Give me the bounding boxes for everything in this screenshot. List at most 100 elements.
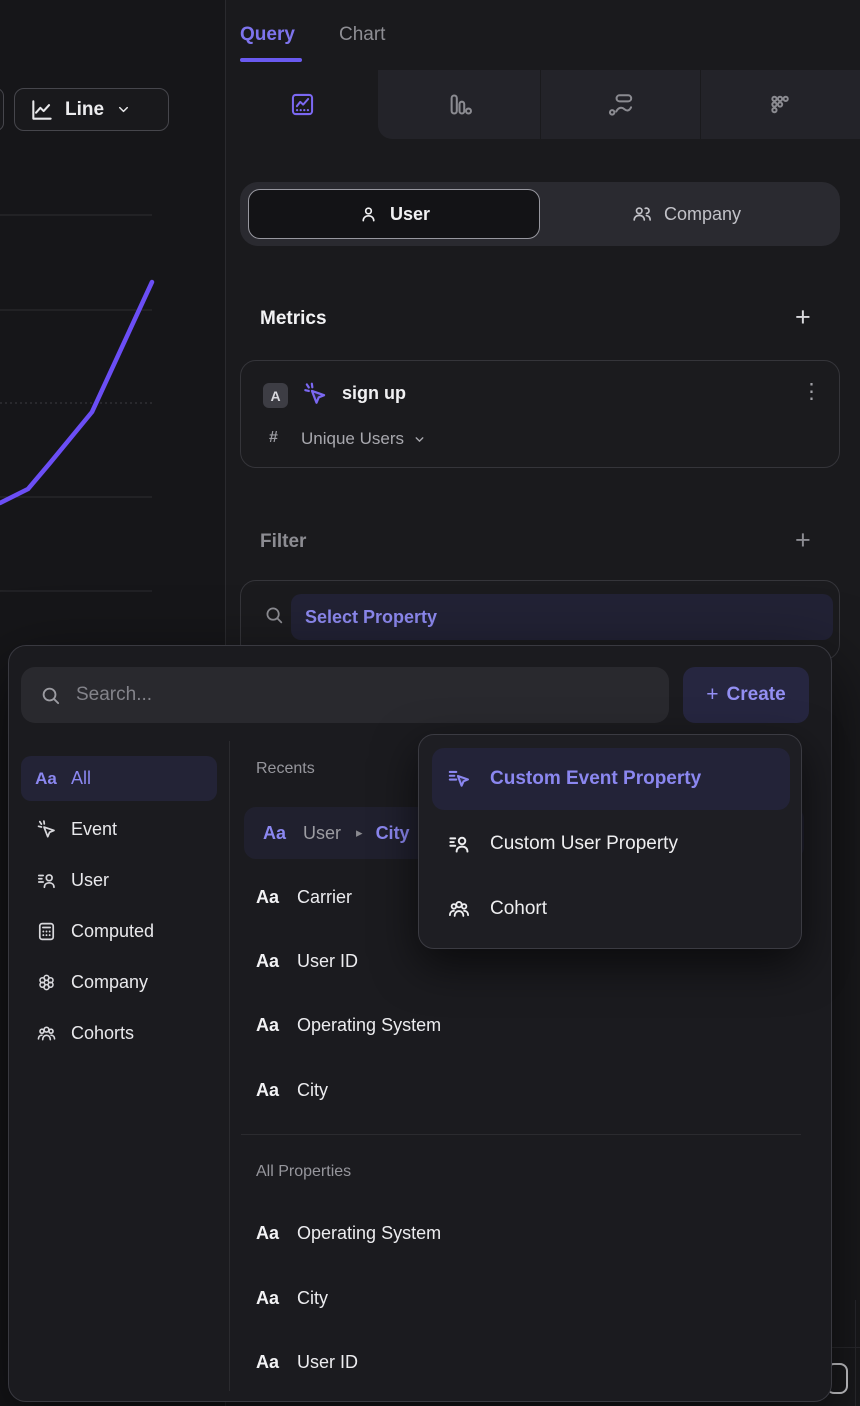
- metric-card[interactable]: A sign up ⋮ # Unique Users: [240, 360, 840, 468]
- chart-type-dropdown[interactable]: Line: [14, 88, 169, 131]
- view-tab-flows[interactable]: [590, 70, 650, 139]
- user-property-icon: [33, 869, 59, 892]
- hash-icon: #: [269, 429, 278, 446]
- property-label: Carrier: [297, 886, 353, 907]
- recent-name: City: [375, 822, 410, 843]
- select-property-label: Select Property: [305, 606, 438, 627]
- select-property-chip[interactable]: Select Property: [291, 594, 833, 640]
- property-item[interactable]: Aa User ID: [256, 1342, 358, 1382]
- aa-icon: Aa: [256, 950, 280, 971]
- property-label: City: [297, 1079, 329, 1100]
- aa-icon: Aa: [256, 1079, 280, 1100]
- tab-chart[interactable]: Chart: [339, 24, 386, 45]
- chevron-down-icon: [116, 102, 131, 117]
- recent-item[interactable]: Aa Operating System: [256, 1005, 441, 1045]
- category-event[interactable]: Event: [21, 807, 217, 852]
- category-cohorts[interactable]: Cohorts: [21, 1011, 217, 1056]
- metric-aggregation[interactable]: Unique Users: [301, 429, 426, 449]
- aa-icon: Aa: [263, 822, 287, 843]
- category-label: Company: [71, 972, 149, 992]
- picker-search-input[interactable]: [76, 684, 651, 706]
- property-label: User ID: [297, 1351, 359, 1372]
- recent-parent: User: [303, 822, 342, 843]
- custom-event-property-icon: [446, 766, 472, 792]
- view-tab-retention[interactable]: [749, 70, 809, 139]
- property-picker-popover: + Create Aa All Event User: [8, 645, 832, 1402]
- aggregation-label: Unique Users: [301, 429, 404, 448]
- entity-toggle: User Company: [240, 182, 840, 246]
- funnels-bars-icon: [446, 91, 473, 118]
- entity-company-label: Company: [663, 203, 742, 224]
- offscreen-button-fragment[interactable]: [0, 88, 4, 131]
- aa-icon: Aa: [256, 1287, 280, 1308]
- view-tab-separator: [540, 70, 541, 139]
- metric-event-name[interactable]: sign up: [342, 383, 406, 403]
- recent-item[interactable]: Aa User ID: [256, 941, 358, 981]
- metric-menu-button[interactable]: ⋮: [801, 380, 822, 403]
- custom-user-property-icon: [446, 831, 472, 857]
- recent-item[interactable]: Aa City: [256, 1070, 328, 1110]
- picker-search[interactable]: [21, 667, 669, 723]
- cohort-people-icon: [446, 896, 472, 922]
- underlying-divider: [832, 1347, 860, 1348]
- entity-toggle-user[interactable]: User: [248, 189, 540, 239]
- menu-item-custom-event-property[interactable]: Custom Event Property: [432, 748, 790, 810]
- property-item[interactable]: Aa Operating System: [256, 1213, 441, 1253]
- category-computed[interactable]: Computed: [21, 909, 217, 954]
- add-filter-button[interactable]: +: [795, 525, 811, 555]
- event-cursor-icon: [33, 818, 59, 841]
- aa-icon: Aa: [256, 1351, 280, 1372]
- add-metric-button[interactable]: +: [795, 302, 811, 332]
- chart-type-label: Line: [65, 98, 105, 120]
- search-icon: [39, 684, 62, 707]
- event-cursor-icon: [301, 380, 329, 408]
- company-cluster-icon: [33, 971, 59, 994]
- metrics-heading: Metrics: [260, 308, 327, 329]
- aa-icon: Aa: [256, 1014, 280, 1035]
- breadcrumb-arrow-icon: ▸: [356, 825, 363, 840]
- plus-icon: +: [706, 683, 719, 706]
- metric-letter-badge: A: [263, 383, 288, 408]
- list-section-divider: [241, 1134, 801, 1135]
- aa-icon: Aa: [35, 768, 57, 788]
- view-tab-insights[interactable]: [272, 70, 332, 139]
- category-all[interactable]: Aa All: [21, 756, 217, 801]
- aa-icon: Aa: [256, 886, 280, 907]
- menu-item-label: Custom User Property: [490, 833, 678, 854]
- category-label: Computed: [71, 921, 155, 941]
- tab-query[interactable]: Query: [240, 24, 295, 45]
- computed-calculator-icon: [33, 920, 59, 943]
- entity-toggle-company[interactable]: Company: [540, 189, 832, 239]
- category-company[interactable]: Company: [21, 960, 217, 1005]
- property-label: Operating System: [297, 1014, 442, 1035]
- property-label: Operating System: [297, 1222, 442, 1243]
- menu-item-cohort[interactable]: Cohort: [432, 878, 790, 940]
- view-tab-separator: [700, 70, 701, 139]
- underlying-divider: [855, 1300, 856, 1406]
- category-label: Event: [71, 819, 118, 839]
- recent-item[interactable]: Aa Carrier: [256, 877, 352, 917]
- view-tab-funnels[interactable]: [429, 70, 489, 139]
- property-label: City: [297, 1287, 329, 1308]
- property-label: User ID: [297, 950, 359, 971]
- trend-chart: [0, 214, 155, 592]
- company-people-icon: [631, 203, 653, 225]
- aa-icon: Aa: [256, 1222, 280, 1243]
- search-icon: [263, 604, 285, 626]
- retention-dots-icon: [766, 91, 793, 118]
- create-button[interactable]: + Create: [683, 667, 809, 723]
- user-icon: [358, 204, 379, 225]
- chevron-down-icon: [413, 433, 426, 446]
- category-user[interactable]: User: [21, 858, 217, 903]
- property-item[interactable]: Aa City: [256, 1278, 328, 1318]
- active-tab-underline: [240, 58, 302, 62]
- category-label: User: [71, 870, 110, 890]
- create-context-menu: Custom Event Property Custom User Proper…: [418, 734, 802, 949]
- all-properties-header: All Properties: [256, 1163, 352, 1180]
- create-label: Create: [726, 684, 786, 705]
- menu-item-label: Custom Event Property: [490, 768, 702, 789]
- menu-item-custom-user-property[interactable]: Custom User Property: [432, 813, 790, 875]
- category-label: Cohorts: [71, 1023, 135, 1043]
- filter-heading: Filter: [260, 531, 307, 552]
